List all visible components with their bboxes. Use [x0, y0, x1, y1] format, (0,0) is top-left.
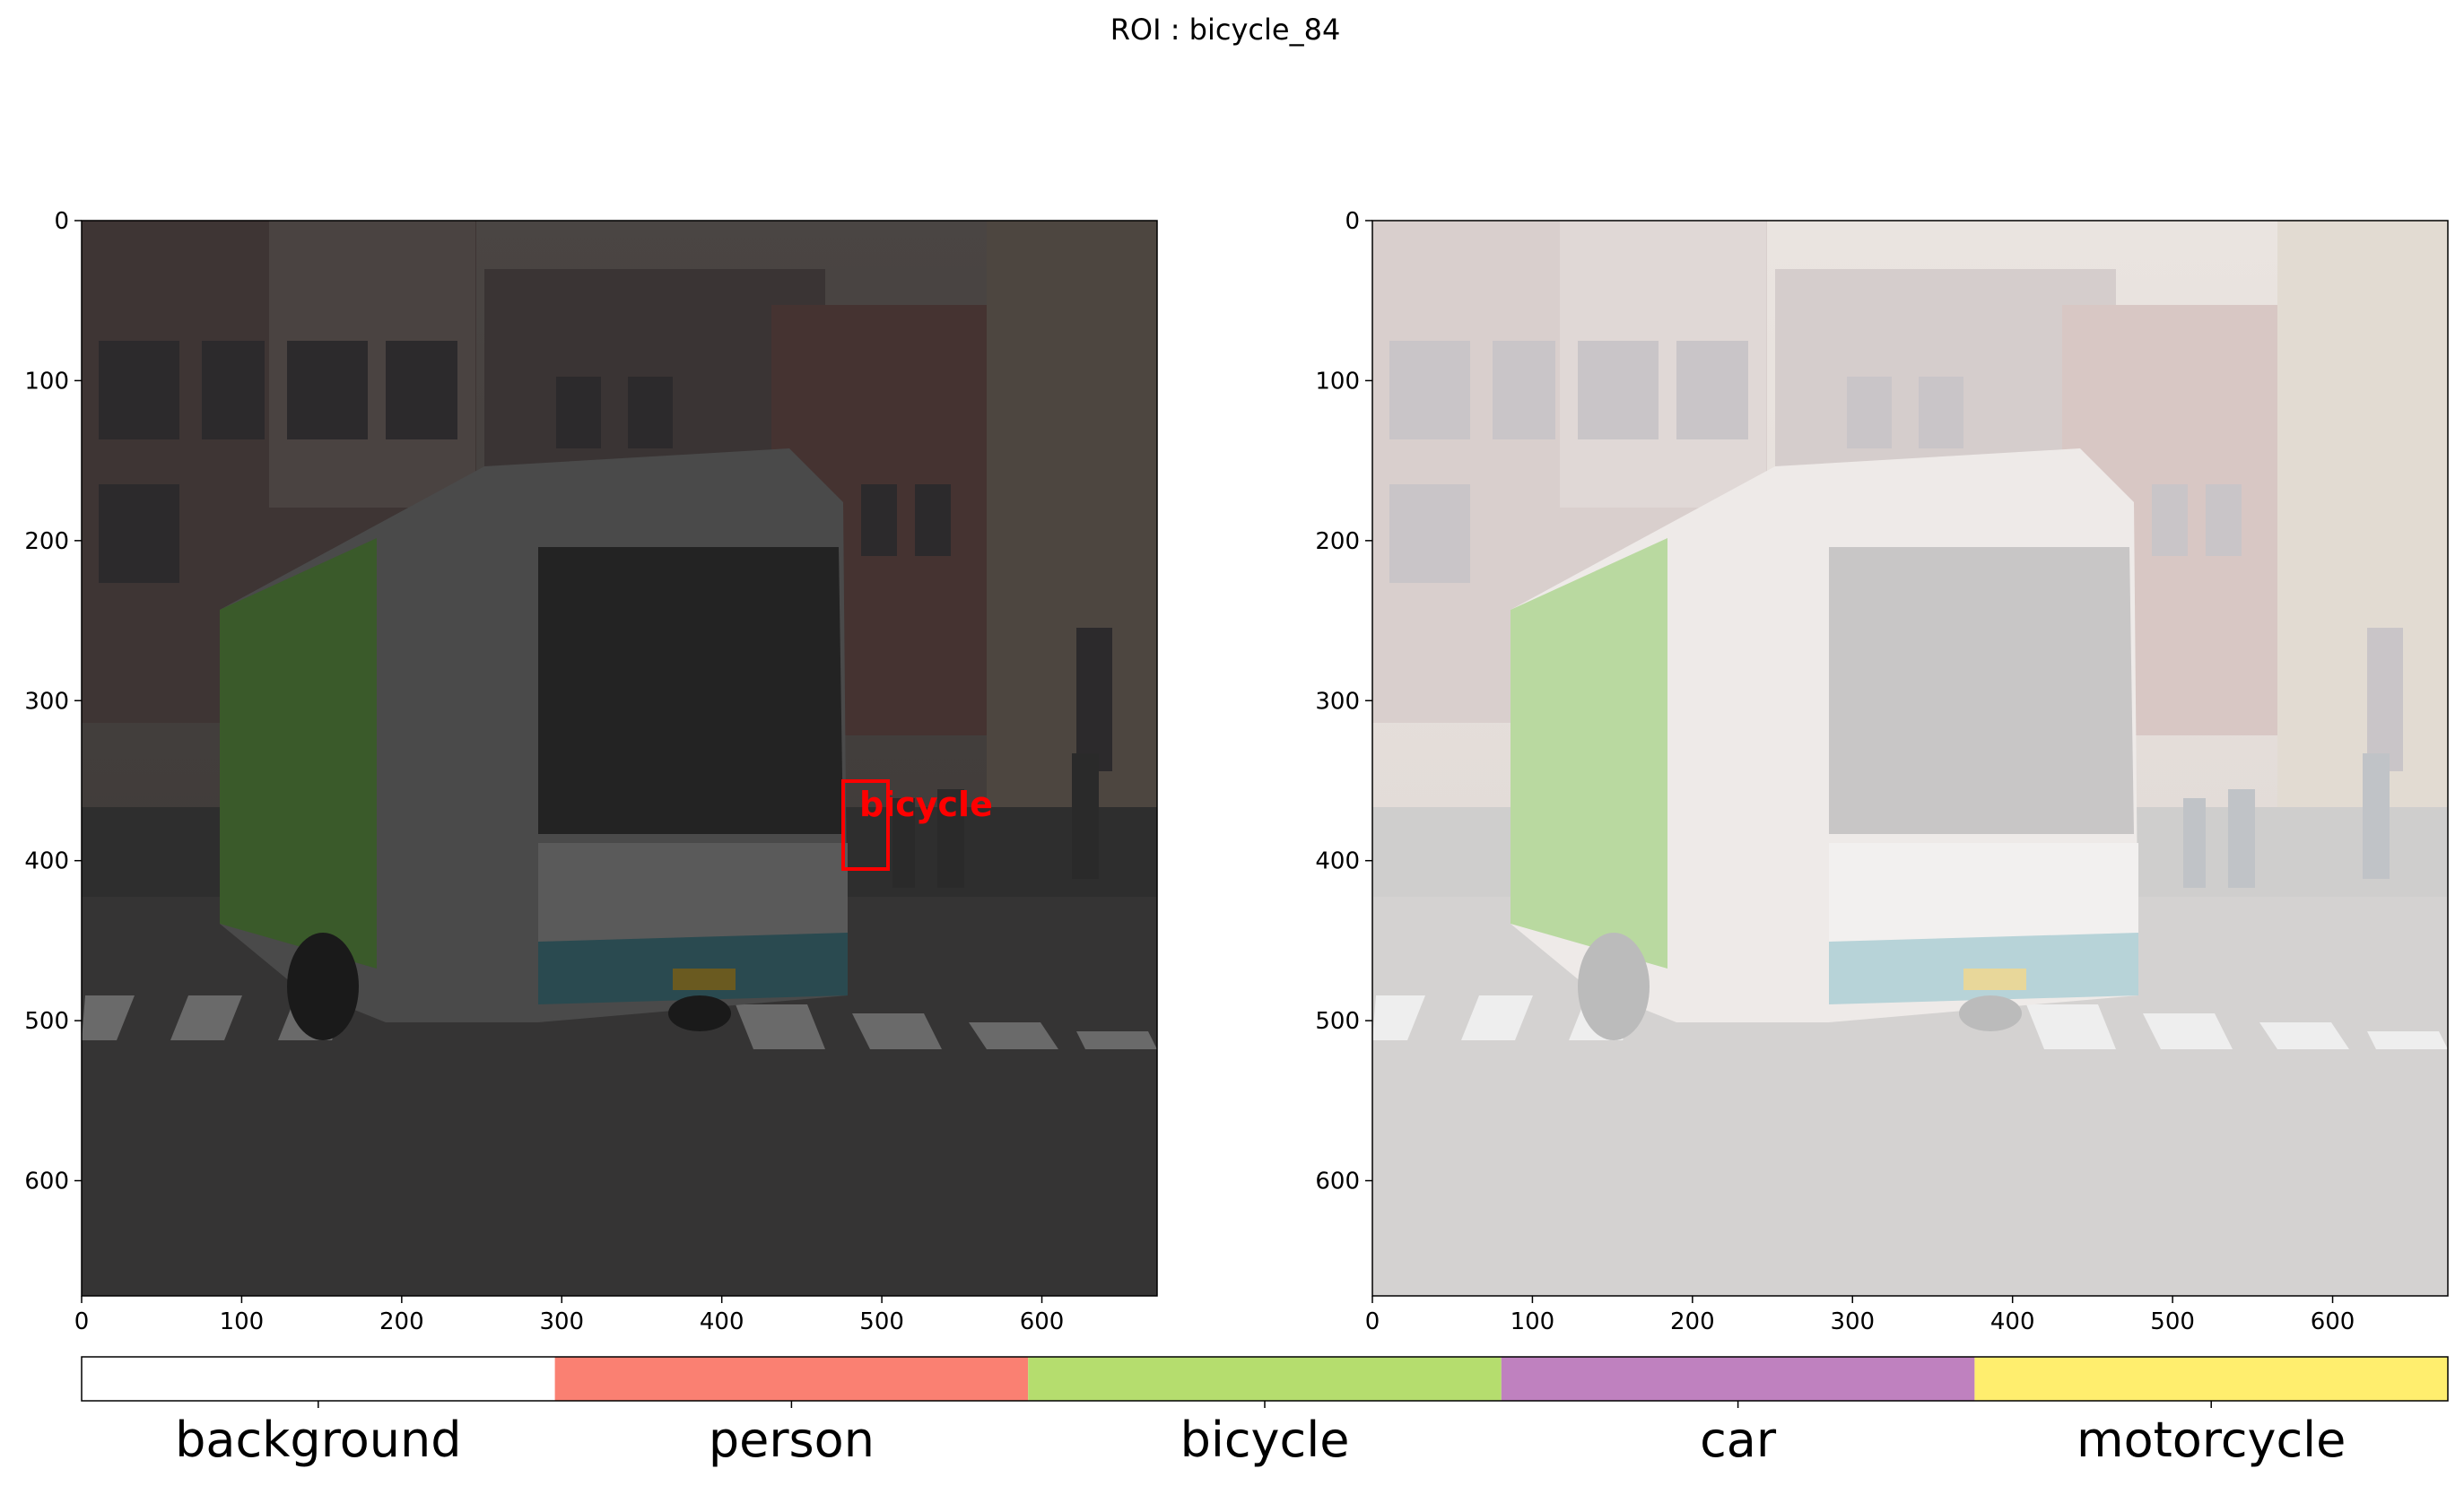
- right_panel-xtick-label: 100: [1511, 1308, 1555, 1335]
- colorbar-label-background: background: [175, 1412, 461, 1468]
- colorbar-frame: [81, 1356, 2449, 1402]
- left-image-panel: bicycle: [82, 221, 1157, 1296]
- right_panel-xtick-label: 200: [1670, 1308, 1715, 1335]
- figure-title: ROI : bicycle_84: [1110, 13, 1341, 47]
- right_panel-ytick-label: 500: [1315, 1008, 1360, 1035]
- left_panel-xtick-label: 400: [700, 1308, 744, 1335]
- right_panel-ytick-label: 300: [1315, 688, 1360, 715]
- right_panel-ytick-label: 200: [1315, 528, 1360, 555]
- left-axes-frame: [81, 220, 1158, 1297]
- colorbar-swatch-person: [554, 1357, 1029, 1401]
- colorbar-swatch-bicycle: [1028, 1357, 1502, 1401]
- left_panel-ytick-label: 400: [24, 848, 69, 875]
- left_panel-ytick-label: 0: [54, 208, 69, 235]
- right-image-panel: [1372, 221, 2448, 1296]
- left_panel-ytick-label: 200: [24, 528, 69, 555]
- right_panel-xtick-label: 300: [1830, 1308, 1875, 1335]
- left_panel-xtick-label: 100: [220, 1308, 265, 1335]
- roi-box: [841, 779, 890, 871]
- colorbar-swatch-background: [82, 1357, 555, 1401]
- left_panel-ytick-label: 100: [24, 368, 69, 395]
- roi-box-label: bicycle: [859, 785, 993, 824]
- left_panel-xtick-label: 0: [74, 1308, 90, 1335]
- left_panel-ytick-label: 300: [24, 688, 69, 715]
- left_panel-xtick-label: 200: [379, 1308, 424, 1335]
- colorbar-label-motorcycle: motorcycle: [2077, 1412, 2346, 1468]
- right-axis-ticks: 0 100 200 300 400 500 600 0 100 200 300 400 500 600: [1315, 208, 2355, 1335]
- left_panel-ytick-label: 600: [24, 1169, 69, 1195]
- colorbar-label-person: person: [709, 1412, 875, 1468]
- right_panel-ytick-label: 0: [1345, 208, 1360, 235]
- right_panel-xtick-label: 600: [2311, 1308, 2355, 1335]
- left_panel-ytick-label: 500: [24, 1008, 69, 1035]
- right-axes-frame: [1371, 220, 2449, 1297]
- right_panel-xtick-label: 500: [2150, 1308, 2195, 1335]
- left_panel-xtick-label: 300: [539, 1308, 584, 1335]
- colorbar-swatch-car: [1501, 1357, 1975, 1401]
- class-colorbar: background person bicycle car motorcycle: [81, 1356, 2449, 1468]
- colorbar-swatch-motorcycle: [1974, 1357, 2448, 1401]
- left_panel-xtick-label: 500: [859, 1308, 904, 1335]
- left_panel-xtick-label: 600: [1020, 1308, 1065, 1335]
- right_panel-ytick-label: 600: [1315, 1169, 1360, 1195]
- right_panel-xtick-label: 400: [1990, 1308, 2035, 1335]
- right_panel-ytick-label: 400: [1315, 848, 1360, 875]
- colorbar-label-car: car: [1700, 1412, 1777, 1468]
- right_panel-ytick-label: 100: [1315, 368, 1360, 395]
- colorbar-label-bicycle: bicycle: [1180, 1412, 1350, 1468]
- left-axis-ticks: 0 100 200 300 400 500 600 0 100 200 300 400 500 600: [24, 208, 1064, 1335]
- right_panel-xtick-label: 0: [1365, 1308, 1380, 1335]
